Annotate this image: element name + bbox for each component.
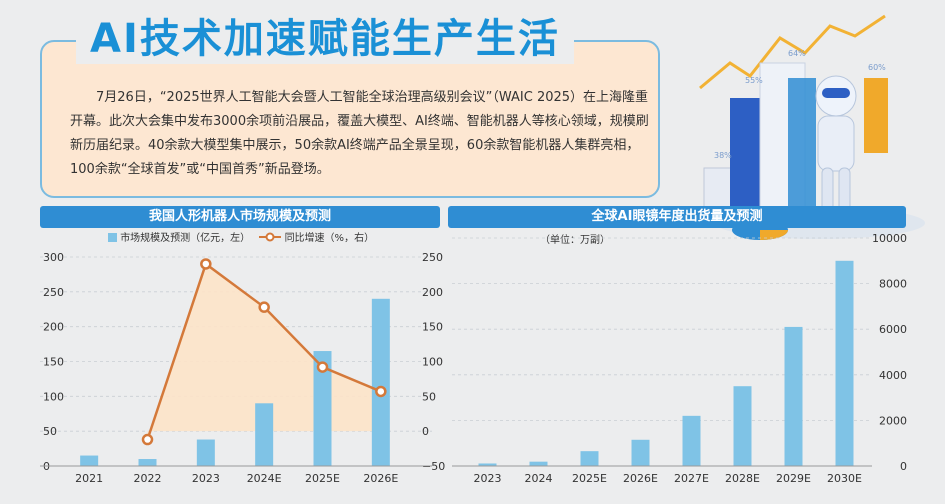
chart1-growth-point-2026E — [375, 385, 387, 398]
illustration-label-4: 60% — [868, 63, 886, 72]
chart2-title-bar: 全球AI眼镜年度出货量及预测 — [448, 206, 906, 228]
chart1-ytick-left: 150 — [43, 356, 64, 369]
chart2-ytick: 8000 — [879, 278, 907, 291]
chart2-ytick: 0 — [900, 460, 907, 473]
robot-body-icon — [817, 115, 855, 172]
robot-visor-icon — [822, 88, 850, 98]
chart1-xtick: 2021 — [75, 472, 103, 485]
chart1-xtick: 2023 — [192, 472, 220, 485]
chart1-ytick-left: 300 — [43, 251, 64, 264]
chart1-bar-2026E — [371, 298, 390, 466]
legend-bar-label: 市场规模及预测（亿元，左） — [120, 233, 251, 244]
chart2-xtick: 2028E — [725, 472, 760, 485]
ai-robot-illustration: 55% 64% 38% 60% — [699, 14, 925, 240]
chart2-bar-2024 — [529, 461, 548, 466]
chart2-xtick: 2026E — [623, 472, 658, 485]
chart2-ytick: 2000 — [879, 414, 907, 427]
chart2-bar-2026E — [631, 439, 650, 466]
page-title: AI技术加速赋能生产生活 — [76, 14, 574, 64]
chart1-bar-2022 — [138, 459, 157, 466]
chart1-title-bar: 我国人形机器人市场规模及预测 — [40, 206, 440, 228]
illustration-label-3: 38% — [714, 151, 732, 160]
pie-slice-icon — [760, 230, 788, 240]
chart2-bar-2025E — [580, 451, 599, 466]
chart1-ytick-left: 100 — [43, 390, 64, 403]
intro-paragraph: 7月26日，“2025世界人工智能大会暨人工智能全球治理高级别会议”（WAIC … — [70, 90, 649, 177]
chart1-bar-2024E — [255, 403, 274, 466]
chart2-xtick: 2023 — [474, 472, 502, 485]
chart1-growth-point-2023 — [200, 258, 212, 270]
chart1-ytick-right: 100 — [422, 356, 443, 369]
chart1-ytick-right: −50 — [422, 460, 445, 473]
chart2-xtick: 2024 — [525, 472, 553, 485]
chart1-ytick-right: 150 — [422, 321, 443, 334]
chart2-unit: （单位：万副） — [540, 235, 610, 246]
chart2-ytick: 6000 — [879, 323, 907, 336]
chart2-bar-2029E — [784, 326, 803, 466]
chart1-growth-point-2022 — [141, 433, 154, 446]
chart2-ytick: 10000 — [872, 232, 907, 245]
chart1-bar-2023 — [196, 439, 215, 466]
chart2-xtick: 2027E — [674, 472, 709, 485]
chart1-ytick-right: 200 — [422, 286, 443, 299]
chart2-xtick: 2030E — [827, 472, 862, 485]
chart1-legend: 市场规模及预测（亿元，左） 同比增速（%，右） — [108, 229, 374, 244]
legend-bar-swatch — [108, 233, 117, 242]
chart1-ytick-right: 250 — [422, 251, 443, 264]
chart1-bar-2021 — [80, 455, 99, 466]
chart1-ytick-left: 200 — [43, 321, 64, 334]
chart2-xtick: 2025E — [572, 472, 607, 485]
chart1-ytick-left: 250 — [43, 286, 64, 299]
trend-line-icon — [699, 14, 886, 90]
chart2-bar-2027E — [682, 415, 701, 466]
chart1-xtick: 2022 — [134, 472, 162, 485]
legend-line-swatch — [259, 232, 282, 242]
cube-orange-icon — [864, 78, 888, 153]
chart1-xtick: 2026E — [363, 472, 398, 485]
chart2-bar-2030E — [835, 260, 854, 466]
chart1-ytick-right: 50 — [422, 390, 436, 403]
chart1-ytick-right: 0 — [422, 425, 429, 438]
chart1-growth-point-2025E — [316, 361, 329, 373]
chart1-bar-2025E — [313, 351, 332, 466]
chart2-title: 全球AI眼镜年度出货量及预测 — [591, 209, 763, 224]
chart1-xtick: 2024E — [247, 472, 282, 485]
cube-lightblue-icon — [788, 78, 816, 213]
chart2-bar-2023 — [478, 463, 497, 466]
chart2-xtick: 2029E — [776, 472, 811, 485]
illustration-label-2: 64% — [788, 49, 806, 58]
chart2-ytick: 4000 — [879, 369, 907, 382]
chart1-title: 我国人形机器人市场规模及预测 — [148, 209, 331, 224]
intro-panel — [40, 40, 660, 198]
chart1-growth-point-2024E — [258, 301, 270, 313]
chart2-bar-2028E — [733, 386, 752, 466]
chart1-xtick: 2025E — [305, 472, 340, 485]
legend-line-label: 同比增速（%，右） — [284, 233, 375, 244]
chart1-ytick-left: 50 — [43, 425, 57, 438]
illustration-label-1: 55% — [745, 76, 763, 85]
